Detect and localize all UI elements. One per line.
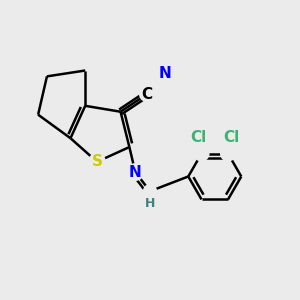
Text: Cl: Cl xyxy=(190,130,207,145)
Text: S: S xyxy=(92,154,103,169)
Circle shape xyxy=(221,146,236,161)
Circle shape xyxy=(156,64,174,82)
Circle shape xyxy=(194,146,209,161)
Text: C: C xyxy=(142,87,153,102)
Text: N: N xyxy=(129,165,142,180)
Circle shape xyxy=(140,87,154,101)
Circle shape xyxy=(143,185,157,198)
Text: H: H xyxy=(145,197,155,210)
Text: Cl: Cl xyxy=(223,130,239,145)
Circle shape xyxy=(127,164,143,180)
Circle shape xyxy=(89,154,105,170)
Text: N: N xyxy=(158,66,171,81)
